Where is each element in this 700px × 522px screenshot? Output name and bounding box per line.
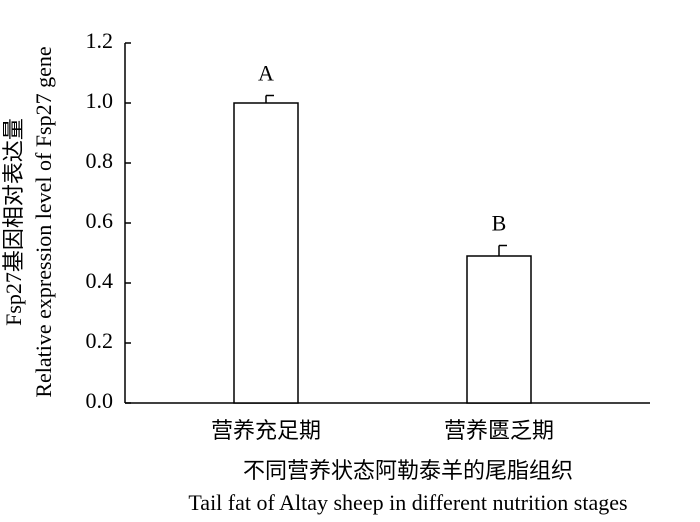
y-label-1: Fsp27基因相对表达量 — [1, 118, 26, 326]
x-axis-title: Tail fat of Altay sheep in different nut… — [188, 490, 627, 515]
y-tick-label: 0.4 — [86, 268, 114, 293]
y-tick-label: 0.6 — [86, 208, 114, 233]
y-tick-label: 1.2 — [86, 28, 114, 53]
annotation: B — [492, 211, 507, 236]
y-tick-label: 0.2 — [86, 328, 114, 353]
y-tick-label: 0.0 — [86, 388, 114, 413]
y-tick-label: 0.8 — [86, 148, 114, 173]
y-label-2: Relative expression level of Fsp27 gene — [31, 46, 56, 397]
x-tick-label: 营养匮乏期 — [444, 418, 554, 443]
annotation: A — [258, 61, 274, 86]
x-axis-title: 不同营养状态阿勒泰羊的尾脂组织 — [243, 458, 573, 483]
y-axis-title: Relative expression level of Fsp27 gene — [31, 46, 56, 397]
y-tick-label: 1.0 — [86, 88, 114, 113]
x-tick-label: 营养充足期 — [211, 418, 321, 443]
bar — [466, 255, 532, 404]
bar — [233, 102, 299, 404]
y-axis-title: Fsp27基因相对表达量 — [1, 118, 26, 326]
